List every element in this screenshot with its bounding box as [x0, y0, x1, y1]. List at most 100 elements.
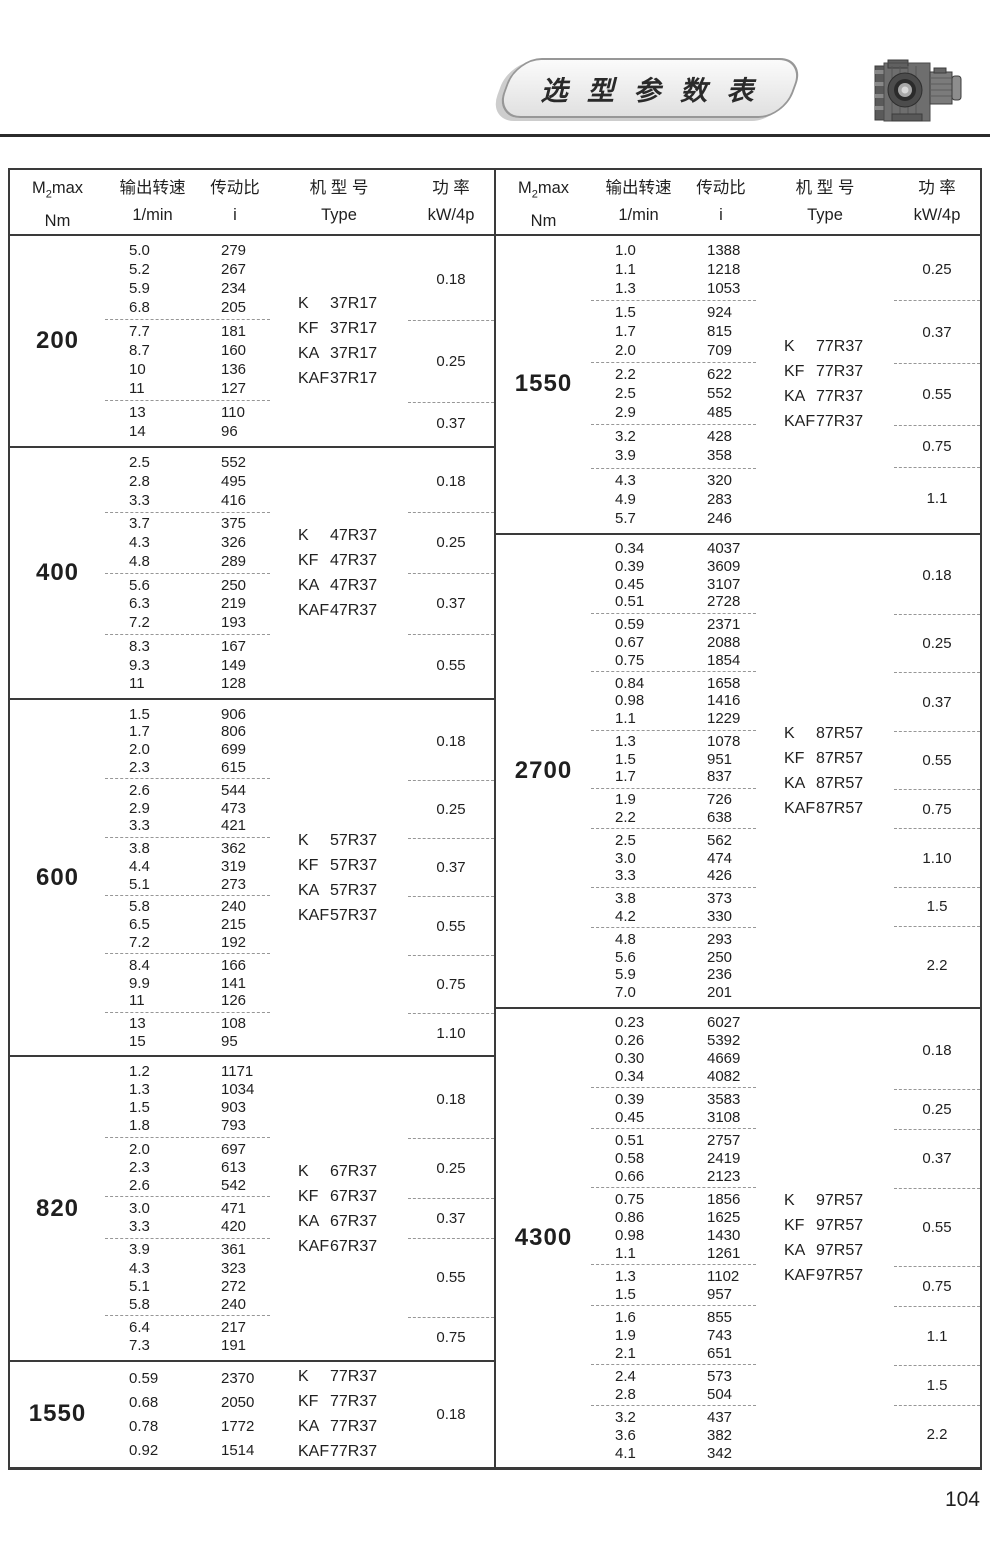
- type-prefix: KAF: [298, 906, 330, 924]
- ratio-value: 1171: [221, 1062, 254, 1080]
- output-speed-value: 13: [129, 404, 146, 422]
- ratio-value: 743: [707, 1326, 733, 1344]
- power-cell: 0.18: [408, 451, 494, 513]
- ratio-value: 622: [707, 366, 733, 384]
- power-cell: 0.75: [894, 1267, 980, 1308]
- power-value: 0.25: [436, 534, 466, 552]
- type-model: KF 87R57: [784, 746, 894, 771]
- power-value: 0.25: [922, 635, 952, 653]
- table-row: 0.59 2370: [105, 1370, 270, 1387]
- table-row: 1.6 855: [591, 1309, 756, 1326]
- ratio-group: 4.8 293 5.6 250 5.9 236 7.0 201: [591, 928, 756, 1003]
- table-row: 5.1 272: [105, 1278, 270, 1295]
- torque-column: 400: [10, 448, 105, 698]
- ratio-value: 416: [221, 491, 247, 509]
- ratio-value: 1102: [707, 1267, 740, 1285]
- ratio-value: 219: [221, 595, 247, 613]
- table-row: 8.3 167: [105, 638, 270, 655]
- power-value: 0.37: [436, 1209, 466, 1227]
- output-speed-value: 6.5: [129, 916, 150, 934]
- power-cell: 0.55: [408, 1239, 494, 1318]
- output-speed-value: 10: [129, 361, 146, 379]
- ratio-value: 3583: [707, 1090, 741, 1108]
- power-cell: 0.18: [894, 538, 980, 616]
- ratio-value: 205: [221, 299, 247, 317]
- output-speed-value: 0.39: [615, 557, 645, 575]
- table-row: 0.58 2419: [591, 1150, 756, 1167]
- type-column: K 77R37 KF 77R37 KA 77R37 KAF77R37: [270, 1362, 408, 1467]
- power-value: 0.55: [436, 917, 466, 935]
- output-speed-value: 3.0: [615, 849, 636, 867]
- type-model: K 57R37: [298, 828, 408, 853]
- ratio-value: 362: [221, 840, 247, 858]
- ratio-value: 2757: [707, 1131, 741, 1149]
- ratio-value: 373: [707, 890, 733, 908]
- power-value: 0.37: [922, 323, 952, 341]
- type-model: KA 87R57: [784, 771, 894, 796]
- output-speed-value: 11: [129, 675, 145, 693]
- output-speed-value: 4.3: [129, 1259, 150, 1277]
- type-model: KA 37R17: [298, 341, 408, 366]
- speed-ratio-column: 1.0 1388 1.1 1218 1.3 1053 1.5 924 1.7 815 2.0 709 2…: [591, 236, 756, 533]
- type-model-number: 87R57: [816, 799, 864, 817]
- type-model-number: 37R17: [330, 295, 378, 313]
- type-model: KA 57R37: [298, 878, 408, 903]
- ratio-value: 240: [221, 1295, 247, 1313]
- type-model: K 77R37: [784, 334, 894, 359]
- ratio-value: 651: [707, 1344, 733, 1362]
- table-row: 0.39 3609: [591, 558, 756, 575]
- output-speed-value: 6.4: [129, 1319, 150, 1337]
- power-value: 0.75: [922, 1278, 952, 1296]
- type-prefix: KA: [784, 388, 806, 406]
- power-cell: 0.18: [408, 239, 494, 321]
- output-speed-value: 14: [129, 423, 146, 441]
- table-row: 3.3 421: [105, 817, 270, 834]
- output-speed-value: 2.9: [129, 799, 150, 817]
- ratio-group: 0.59 2370 0.68 2050 0.78 1772 0.92 1514: [105, 1365, 270, 1464]
- type-prefix: KA: [784, 774, 806, 792]
- torque-column: 200: [10, 236, 105, 446]
- output-speed-value: 1.5: [615, 1285, 636, 1303]
- table-row: 3.3 416: [105, 492, 270, 509]
- output-speed-value: 5.8: [129, 1295, 150, 1313]
- power-cell: 0.37: [408, 1199, 494, 1239]
- power-value: 0.75: [436, 1328, 466, 1346]
- header-type: 机 型 号 Type: [795, 179, 855, 224]
- table-row: 15 95: [105, 1033, 270, 1050]
- type-prefix: KF: [784, 749, 805, 767]
- table-row: 3.8 373: [591, 890, 756, 907]
- power-value: 0.37: [922, 1150, 952, 1168]
- output-speed-value: 2.5: [615, 385, 636, 403]
- output-speed-value: 1.7: [615, 323, 636, 341]
- table-row: 0.45 3107: [591, 576, 756, 593]
- output-speed-value: 7.2: [129, 614, 150, 632]
- ratio-value: 110: [221, 404, 245, 422]
- output-speed-value: 0.45: [615, 1108, 645, 1126]
- ratio-group: 0.59 2371 0.67 2088 0.75 1854: [591, 614, 756, 673]
- ratio-value: 1854: [707, 651, 741, 669]
- torque-value: 2700: [514, 756, 573, 784]
- power-value: 0.25: [436, 352, 466, 370]
- ratio-value: 426: [707, 867, 733, 885]
- output-speed-value: 5.1: [129, 875, 150, 893]
- ratio-group: 3.0 471 3.3 420: [105, 1197, 270, 1239]
- type-model: KAF77R37: [784, 409, 894, 434]
- output-speed-value: 1.9: [615, 1326, 636, 1344]
- output-speed-value: 5.9: [129, 280, 150, 298]
- output-speed-value: 0.51: [615, 593, 645, 611]
- ratio-value: 4037: [707, 540, 741, 558]
- output-speed-value: 7.7: [129, 323, 150, 341]
- power-cell: 0.25: [408, 1139, 494, 1199]
- power-column: 0.18 0.25 0.37 0.55 0.75 1.10 1.5 2.2: [894, 535, 980, 1007]
- ratio-value: 215: [221, 916, 247, 934]
- table-row: 5.6 250: [591, 949, 756, 966]
- power-value: 0.37: [922, 693, 952, 711]
- power-value: 2.2: [926, 956, 948, 974]
- output-speed-value: 4.3: [615, 471, 636, 489]
- table-row: 5.7 246: [591, 510, 756, 527]
- type-model-number: 97R57: [816, 1266, 864, 1284]
- type-model: KA 77R37: [784, 384, 894, 409]
- table-row: 13 110: [105, 404, 270, 421]
- ratio-value: 542: [221, 1176, 247, 1194]
- table-row: 3.2 437: [591, 1409, 756, 1426]
